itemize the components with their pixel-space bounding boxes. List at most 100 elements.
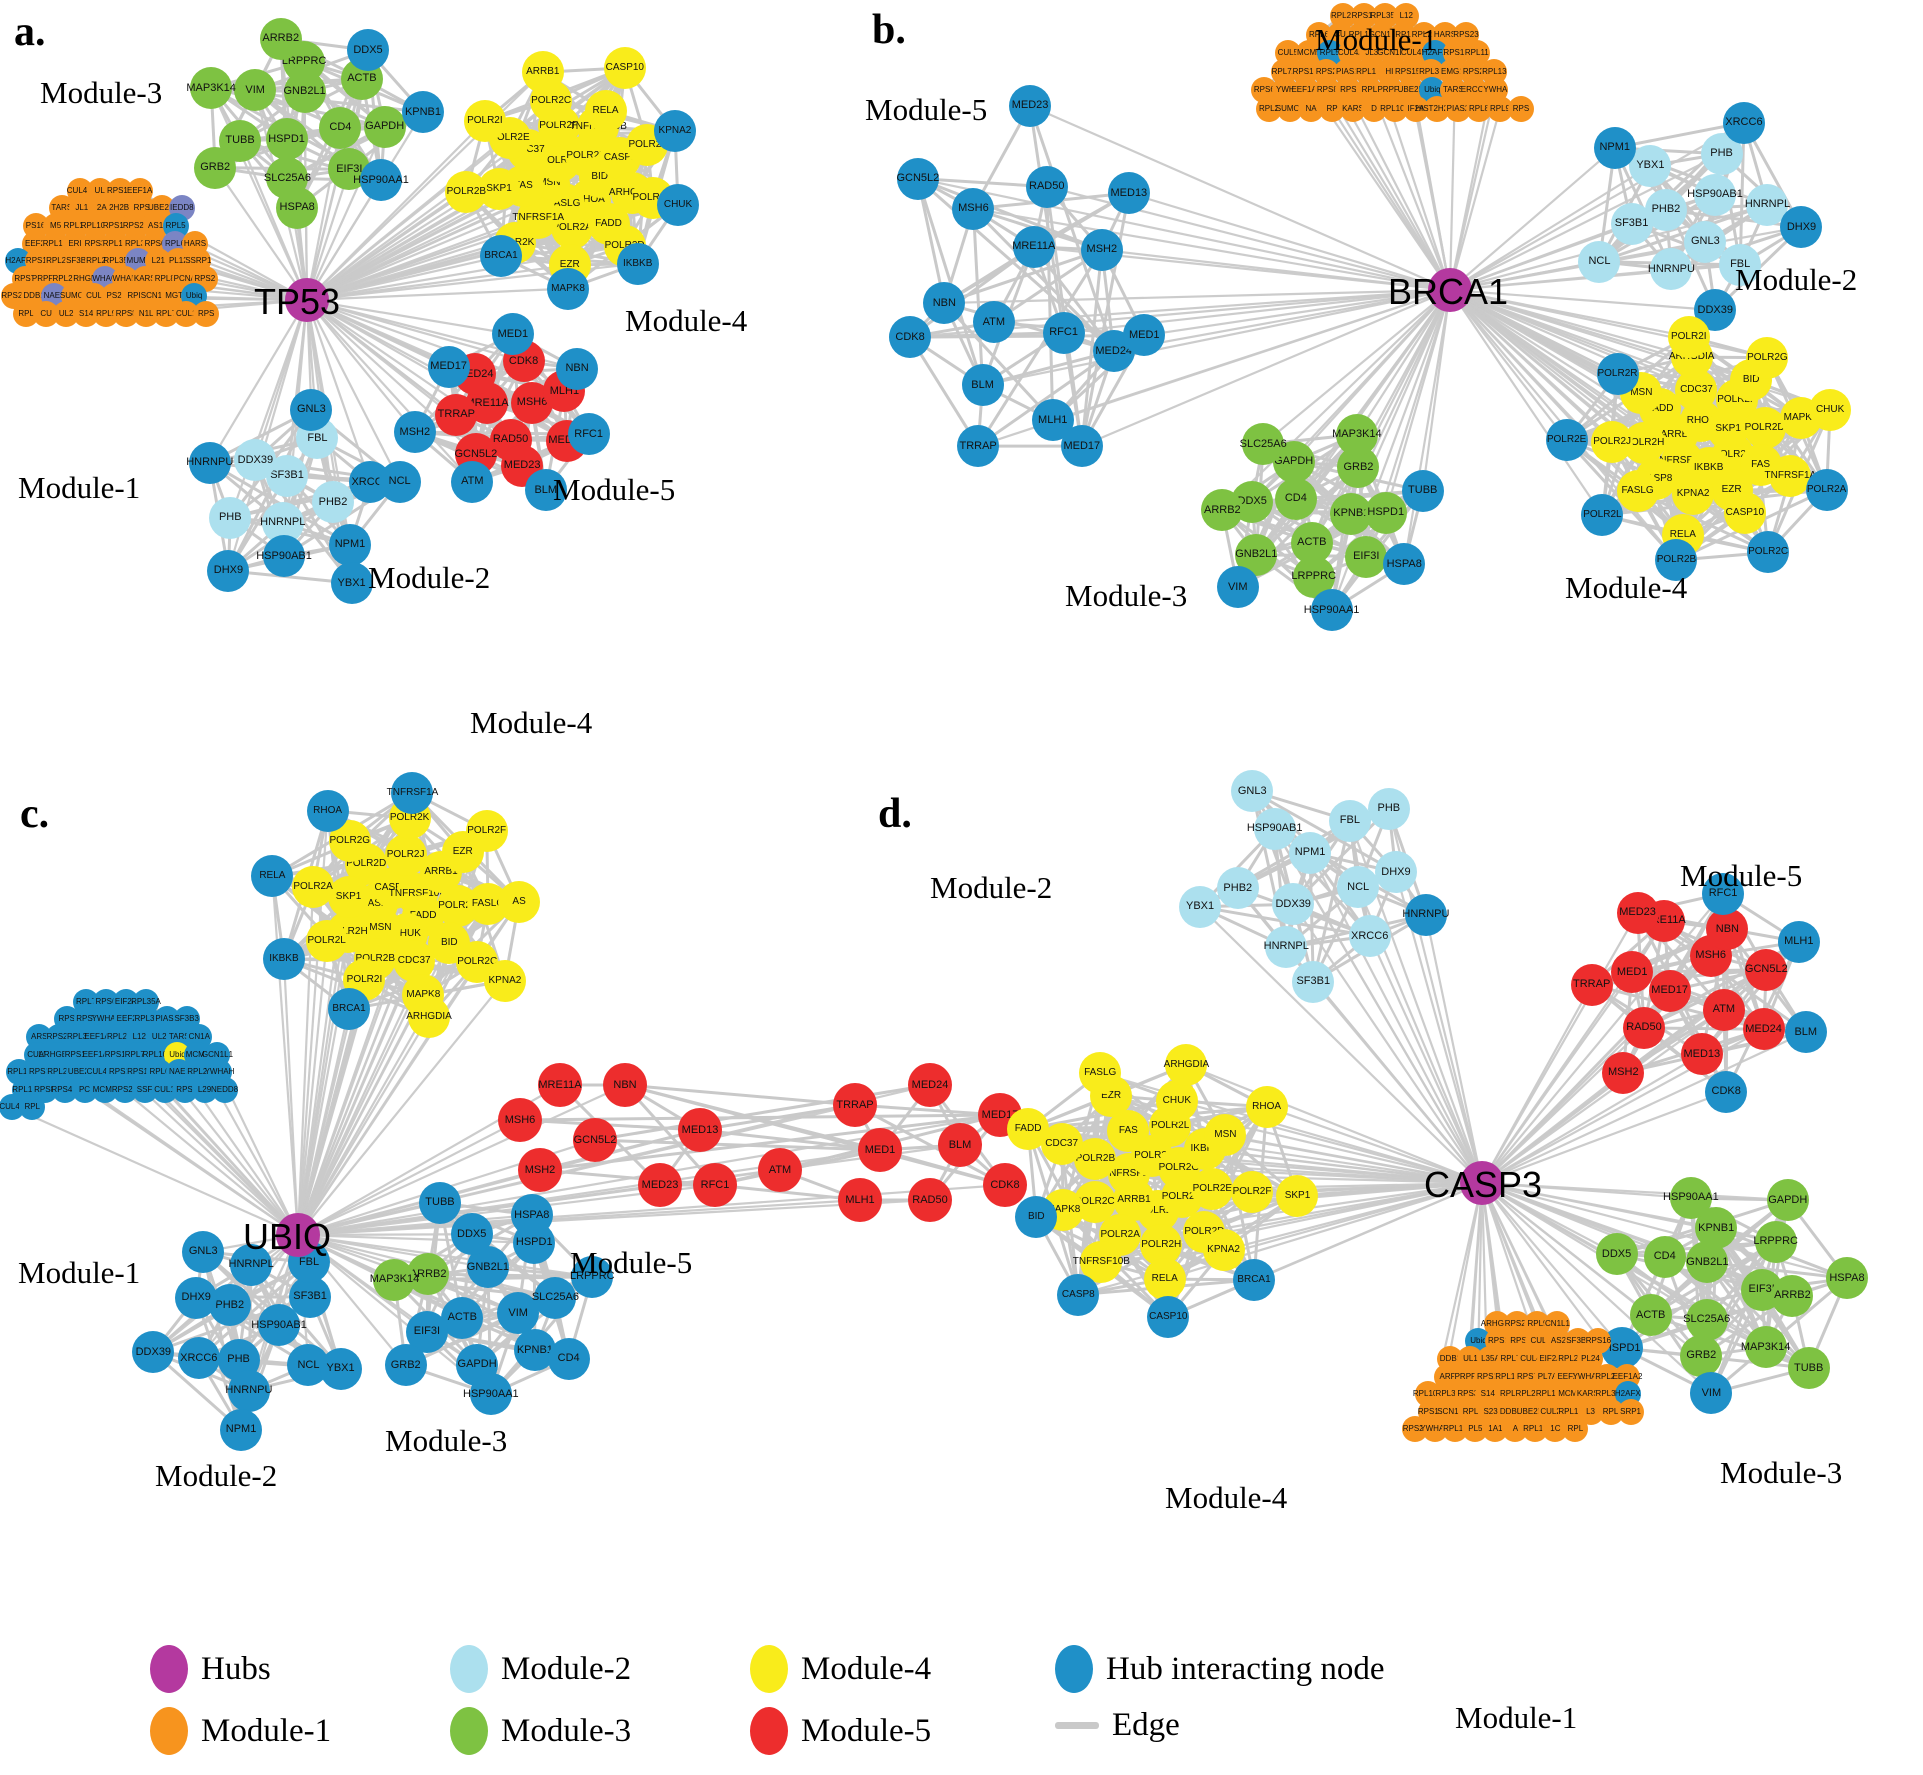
network-node[interactable]: CD4 [1274,477,1317,520]
network-node[interactable]: RFC1 [693,1163,737,1207]
network-node-hub-interacting[interactable]: BLM [961,364,1004,407]
network-node-hub-interacting[interactable]: TUBB [1401,469,1444,512]
network-node[interactable]: SKP1 [327,875,370,918]
network-node[interactable]: POLR2J [1591,420,1634,463]
network-node-module1[interactable]: NEDD8 [211,1076,238,1103]
network-node[interactable]: HNRNPU [1648,248,1695,291]
network-node[interactable]: MRE11A [538,1063,582,1107]
network-node[interactable]: GNL3 [182,1230,225,1273]
network-node[interactable]: POLR2F [1231,1171,1274,1214]
hub-node[interactable] [285,278,329,322]
network-node[interactable]: NCL [1578,240,1621,283]
network-node[interactable]: FADD [1007,1107,1050,1150]
network-node[interactable]: POLR2D [1743,406,1786,449]
network-node[interactable]: ARRB2 [1771,1274,1814,1317]
network-node[interactable]: MAP3K14 [1332,413,1382,456]
network-node[interactable]: BLM [938,1123,982,1167]
network-node[interactable]: MED1 [858,1128,902,1172]
network-node[interactable]: MED24 [908,1063,952,1107]
network-node-hub-interacting[interactable]: HSP90AA1 [353,159,409,202]
network-node[interactable]: HSPA8 [1825,1257,1868,1300]
network-node[interactable]: ARHGDIA [406,995,452,1038]
network-node-hub-interacting[interactable]: RELA [251,855,294,898]
network-node-hub-interacting[interactable]: VIM [1690,1372,1733,1415]
network-node-hub-interacting[interactable]: BLM [1784,1011,1827,1054]
network-node-hub-interacting[interactable]: MED23 [1009,84,1052,127]
network-node[interactable]: CASP10 [1723,491,1766,534]
network-node[interactable]: MAP3K14 [1741,1326,1790,1369]
network-node-hub-interacting[interactable]: NPM1 [329,523,372,566]
network-node-hub-interacting[interactable]: MRE11A [1012,225,1055,268]
network-node-hub-interacting[interactable]: CASP10 [1147,1295,1190,1338]
network-node-hub-interacting[interactable]: HNRNPU [186,441,233,484]
network-node-hub-interacting[interactable]: MED17 [1060,425,1103,468]
network-node-hub-interacting[interactable]: DDX5 [346,29,389,72]
network-node[interactable]: POLR2A [292,866,335,909]
network-node[interactable]: POLR2E [1191,1168,1234,1211]
network-node[interactable]: GNL3 [1231,770,1274,813]
network-node-hub-interacting[interactable]: POLR2A [1805,468,1848,511]
network-node[interactable]: POLR2B [445,170,488,213]
network-node[interactable]: MED24 [1742,1008,1785,1051]
network-node[interactable]: GRB2 [194,146,237,189]
network-node[interactable]: CDK8 [983,1163,1027,1207]
network-node-hub-interacting[interactable]: BRCA1 [1233,1258,1275,1301]
network-node-hub-interacting[interactable]: DHX9 [207,549,250,592]
network-node-module1[interactable]: RPL [1562,1416,1589,1443]
network-node-hub-interacting[interactable]: CASP8 [1057,1273,1100,1316]
network-node[interactable]: CHUK [1155,1079,1198,1122]
network-node-hub-interacting[interactable]: KPNB1 [401,91,444,134]
network-node[interactable]: POLR2F [465,809,508,852]
network-node-hub-interacting[interactable]: TNFRSF1A [387,771,438,814]
network-node-hub-interacting[interactable]: NBN [556,347,599,390]
network-node-hub-interacting[interactable]: MED1 [1123,314,1166,357]
network-node-module1[interactable]: RPL [19,1094,46,1121]
network-node[interactable]: MAP3K14 [186,67,236,110]
network-node[interactable]: MED17 [1648,969,1691,1012]
network-node[interactable]: CHUK [1809,388,1852,431]
network-node[interactable]: RAD50 [908,1178,952,1222]
network-node-hub-interacting[interactable]: MSH2 [1080,228,1123,271]
network-node[interactable]: MSH6 [498,1098,542,1142]
network-node[interactable]: HSP90AB1 [1687,173,1743,216]
network-node[interactable]: NPM1 [1289,831,1332,874]
network-node[interactable]: TRRAP [435,393,478,436]
network-node[interactable]: CD4 [547,1337,590,1380]
network-node-hub-interacting[interactable]: NCL [378,460,421,503]
network-node[interactable]: DHX9 [1374,851,1417,894]
network-node-hub-interacting[interactable]: RHOA [306,789,349,832]
network-node-hub-interacting[interactable]: IKBKB [616,242,659,285]
network-node[interactable]: DHX9 [175,1276,218,1319]
network-node-hub-interacting[interactable]: YBX1 [330,562,373,605]
network-node[interactable]: ACTB [1629,1294,1672,1337]
network-node[interactable]: ATM [1702,988,1745,1031]
network-node[interactable]: POLR2L [305,920,348,963]
network-node[interactable]: GCN5L2 [1745,948,1788,991]
network-node-hub-interacting[interactable]: POLR2R [1596,352,1639,395]
network-node-module1[interactable]: RPS [193,301,220,327]
network-node[interactable]: HSP90AA1 [1663,1176,1719,1219]
network-node-hub-interacting[interactable]: ATM [451,460,494,503]
network-node-hub-interacting[interactable]: HNRNPU [1402,893,1449,936]
network-node[interactable]: MED13 [1680,1033,1723,1076]
network-node-hub-interacting[interactable]: MED17 [427,345,470,388]
network-node-hub-interacting[interactable]: NBN [923,282,966,325]
network-node[interactable]: SLC25A6 [1683,1298,1730,1341]
network-node-hub-interacting[interactable]: RFC1 [567,413,610,456]
network-node-hub-interacting[interactable]: BRCA1 [480,235,523,278]
network-node[interactable]: CD4 [1643,1235,1686,1278]
network-node-hub-interacting[interactable]: MLH1 [1777,920,1820,963]
network-node-hub-interacting[interactable]: BRCA1 [328,988,370,1031]
network-node-hub-interacting[interactable]: KPNA2 [653,110,696,153]
network-node[interactable]: PHB [209,496,252,539]
network-node-hub-interacting[interactable]: IKBKB [262,938,305,981]
network-node-hub-interacting[interactable]: XRCC6 [1722,101,1765,144]
network-node[interactable]: PHB [1367,787,1410,830]
network-node-module1[interactable]: SRP1 [1617,1398,1644,1425]
network-node-hub-interacting[interactable]: DHX9 [1780,206,1823,249]
network-node[interactable]: ARRB1 [521,51,564,94]
network-node-hub-interacting[interactable]: NPM1 [1593,126,1636,169]
network-node[interactable]: MED23 [638,1163,682,1207]
network-node[interactable]: RHOA [1245,1085,1288,1128]
network-node-hub-interacting[interactable]: POLR2L [1581,494,1624,537]
